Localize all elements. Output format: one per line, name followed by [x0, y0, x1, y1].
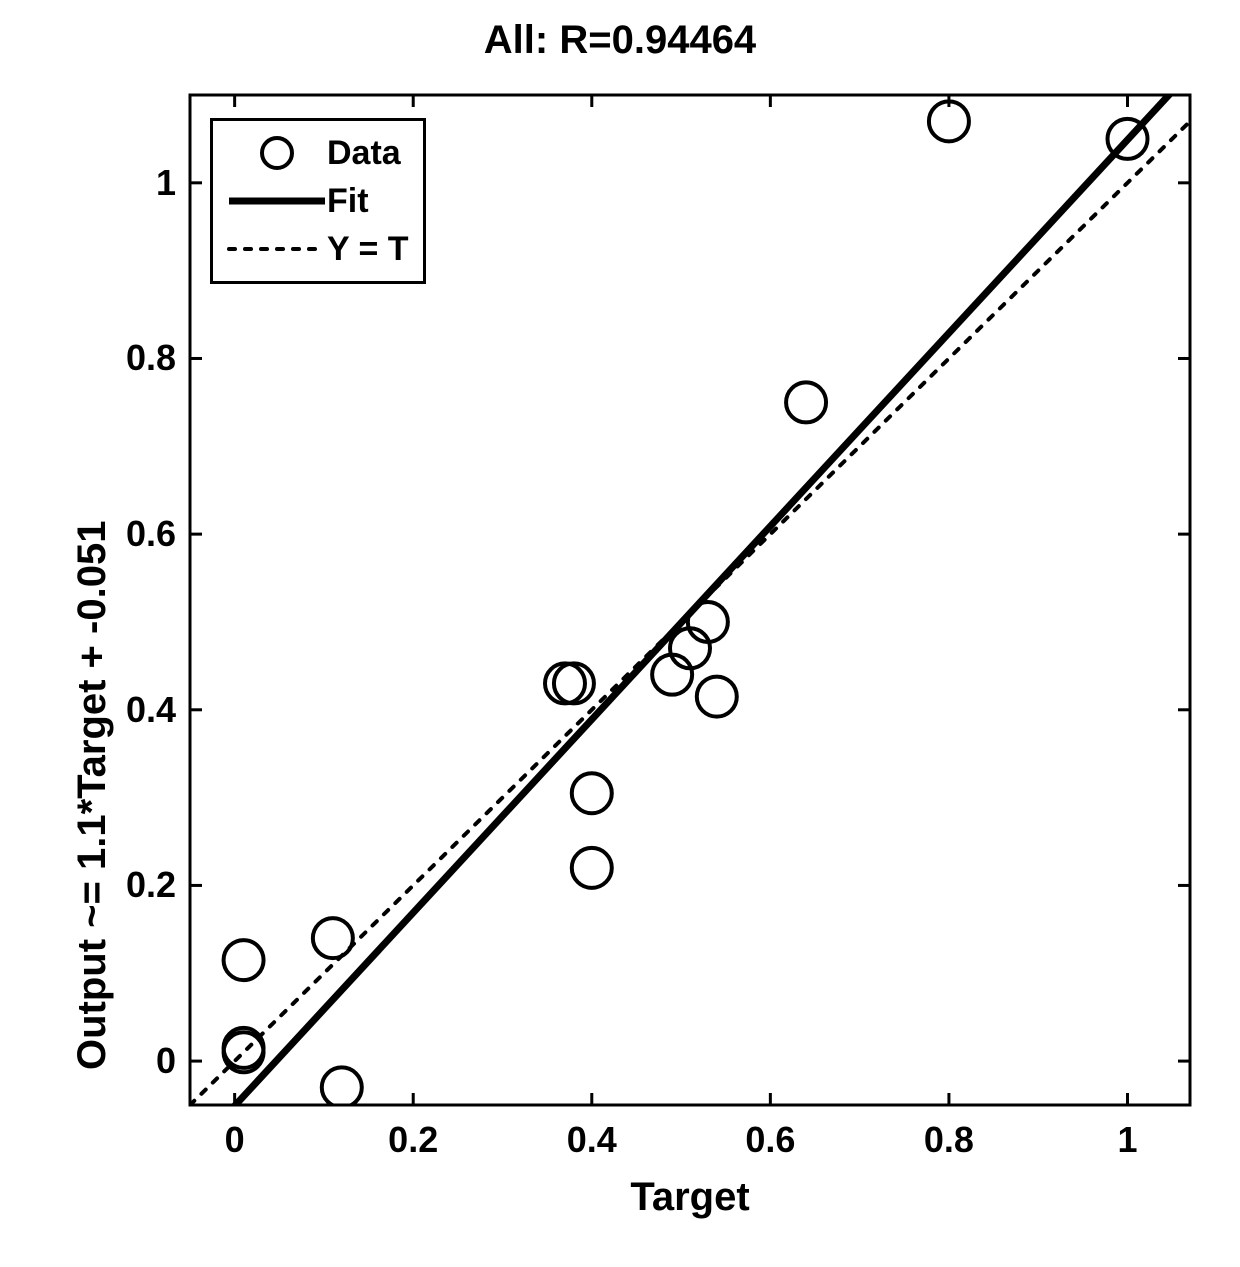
chart-container: All: R=0.94464 Output ~= 1.1*Target + -0… — [0, 0, 1240, 1267]
legend-label: Fit — [327, 182, 369, 221]
plot-area — [0, 0, 1240, 1267]
x-tick-label: 0.6 — [730, 1119, 810, 1161]
y-tick-label: 0.6 — [126, 513, 176, 555]
legend-row: Fit — [227, 177, 409, 225]
y-tick-label: 0.4 — [126, 689, 176, 731]
x-tick-label: 0.4 — [552, 1119, 632, 1161]
legend-row: Data — [227, 129, 409, 177]
x-tick-label: 1 — [1088, 1119, 1168, 1161]
legend-row: Y = T — [227, 225, 409, 273]
legend-label: Y = T — [327, 230, 409, 269]
x-tick-label: 0.2 — [373, 1119, 453, 1161]
legend-symbol — [227, 229, 327, 269]
y-tick-label: 1 — [156, 162, 176, 204]
x-tick-label: 0.8 — [909, 1119, 989, 1161]
legend-symbol — [227, 181, 327, 221]
legend-label: Data — [327, 134, 401, 173]
legend: Data Fit Y = T — [210, 118, 426, 284]
y-tick-label: 0.2 — [126, 864, 176, 906]
y-tick-label: 0.8 — [126, 337, 176, 379]
y-tick-label: 0 — [156, 1040, 176, 1082]
x-tick-label: 0 — [195, 1119, 275, 1161]
legend-symbol — [227, 133, 327, 173]
